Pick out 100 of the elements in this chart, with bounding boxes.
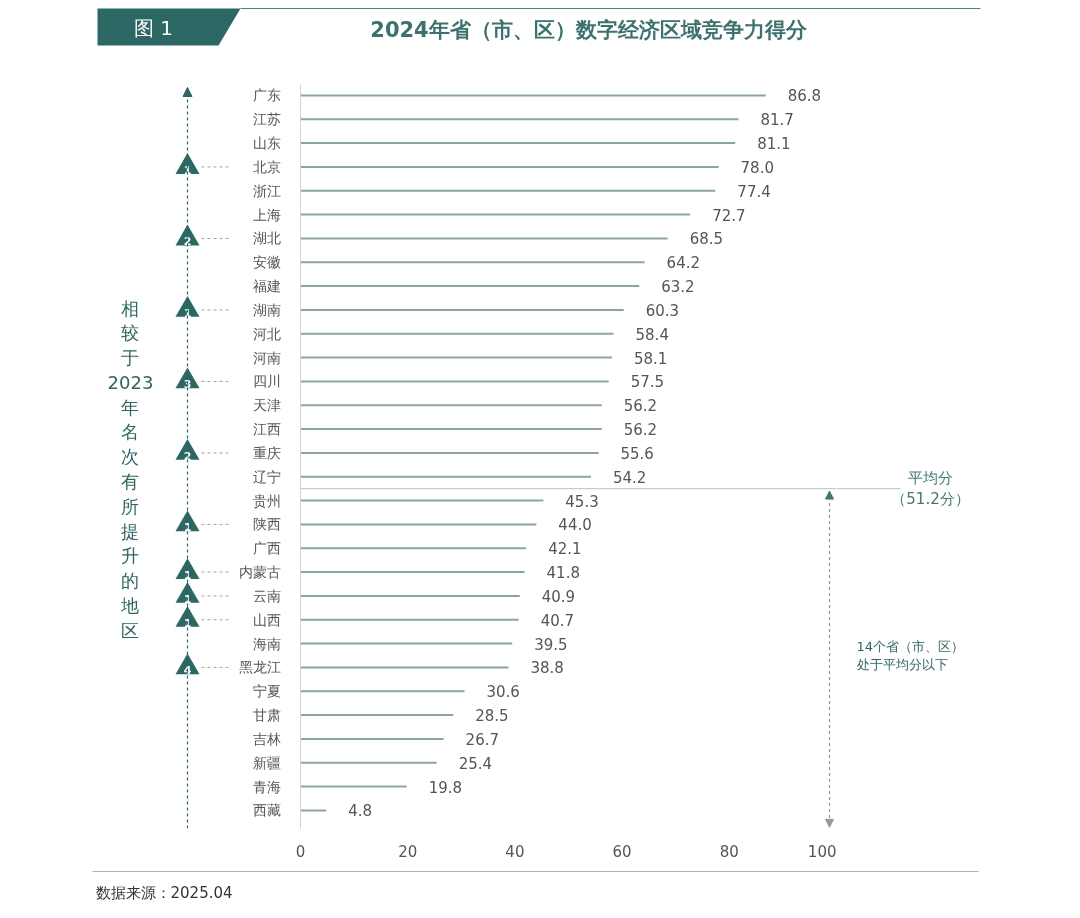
data-label: 54.2 [613,468,647,487]
y-tick-label: 上海 [252,206,281,223]
y-tick-label: 河南 [252,349,281,366]
x-tick-label: 20 [398,842,418,861]
source-note: 数据来源：2025.04 [95,883,233,902]
bar [300,761,437,764]
data-label: 30.6 [486,683,520,702]
y-tick-label: 黑龙江 [238,659,281,676]
bar [300,189,716,192]
data-label: 19.8 [428,778,463,797]
data-label: 72.7 [712,206,746,225]
data-label: 64.2 [666,254,701,273]
y-tick-label: 甘肃 [252,707,281,724]
bar [300,380,609,383]
x-tick-label: 40 [505,842,525,861]
bar [300,118,739,121]
text: 平均分（51.2分） [891,469,970,509]
bar [300,142,736,145]
x-tick-label: 60 [612,842,632,861]
y-tick-label: 辽宁 [252,468,281,485]
y-tick-label: 福建 [252,278,281,295]
data-label: 57.5 [630,373,665,392]
y-tick-label: 湖北 [252,230,281,247]
text: 14个省（市、区）处于平均分以下 [856,638,965,673]
y-tick-label: 海南 [252,635,281,652]
x-tick-label: 100 [807,842,837,861]
y-tick-label: 贵州 [252,492,281,509]
data-label: 58.4 [635,325,669,344]
bar [300,165,719,168]
data-label: 38.8 [530,659,564,678]
data-label: 86.8 [787,87,822,106]
y-tick-label: 浙江 [252,182,281,199]
y-tick-label: 云南 [252,587,281,604]
text: 4 [183,664,192,678]
data-label: 58.1 [633,349,668,368]
y-tick-label: 重庆 [252,444,281,461]
y-tick-label: 湖南 [252,301,281,318]
y-tick-label: 宁夏 [252,683,281,700]
data-label: 56.2 [623,397,658,416]
data-label: 45.3 [565,492,599,511]
y-tick-label: 广西 [252,540,281,557]
bar [300,809,327,812]
data-label: 40.9 [541,587,576,606]
bar [300,523,537,526]
y-tick-label: 新疆 [252,754,281,771]
y-tick-label: 内蒙古 [238,564,281,581]
bar [300,499,544,502]
bar [300,356,612,359]
data-label: 39.5 [534,635,568,654]
bar [300,261,645,264]
bar [300,690,465,693]
data-label: 44.0 [558,516,592,535]
y-tick-label: 河北 [252,325,281,342]
data-label: 26.7 [465,730,500,749]
bar [300,737,444,740]
bar [300,642,513,645]
bar [300,308,624,311]
data-label: 4.8 [348,802,373,821]
data-label: 56.2 [623,421,658,440]
y-tick-label: 山西 [252,611,281,628]
y-tick-label: 北京 [252,158,281,175]
data-label: 55.6 [620,444,654,463]
bar [300,666,509,669]
bar [300,237,668,240]
bar [300,332,614,335]
data-label: 28.5 [475,707,509,726]
bar [300,475,592,478]
text: 2 [183,449,192,463]
caption: 图 1 [133,15,174,40]
data-label: 41.8 [546,564,580,583]
data-label: 81.1 [757,135,791,154]
data-label: 78.0 [740,158,774,177]
bar [300,785,407,788]
bar [300,714,454,717]
text: 相较于2023年名次有所提升的地区 [107,297,154,641]
bar [300,571,525,574]
bar [300,451,599,454]
data-label: 42.1 [548,540,582,559]
y-tick-label: 广东 [252,87,281,104]
y-tick-label: 山东 [252,135,281,152]
bar [300,618,519,621]
data-label: 60.3 [645,301,680,320]
bar [300,94,766,97]
data-label: 68.5 [689,230,724,249]
data-label: 63.2 [661,278,695,297]
x-tick-label: 80 [719,842,739,861]
y-tick-label: 安徽 [252,254,281,271]
y-tick-label: 青海 [252,778,281,795]
bar [300,428,602,431]
data-label: 25.4 [458,754,493,773]
y-tick-label: 江苏 [252,111,281,128]
y-tick-label: 陕西 [252,516,281,533]
y-tick-label: 江西 [252,421,281,438]
data-label: 81.7 [760,111,794,130]
y-tick-label: 吉林 [252,730,281,747]
x-tick-label: 0 [295,842,306,861]
bar [300,594,520,597]
bar [300,285,640,288]
chart-title: 2024年省（市、区）数字经济区域竞争力得分 [370,17,808,42]
y-tick-label: 天津 [252,397,281,414]
